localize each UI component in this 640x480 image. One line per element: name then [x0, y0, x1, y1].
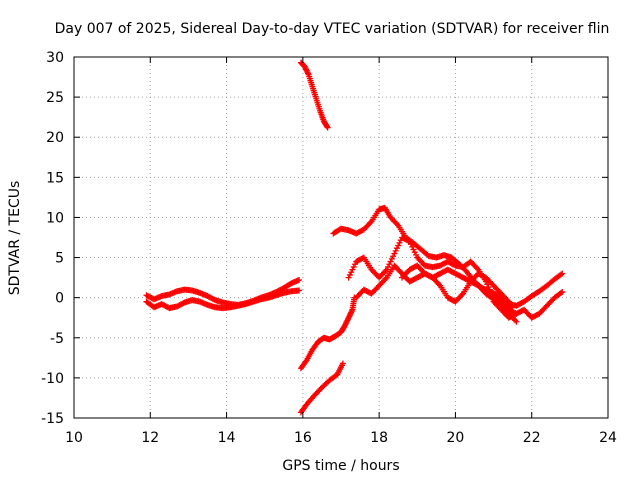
- grid: [74, 57, 608, 418]
- data-point-interp: [410, 246, 417, 253]
- data-point: [296, 287, 303, 294]
- data-point-interp: [512, 317, 519, 324]
- y-axis-label: SDTVAR / TECUs: [7, 181, 23, 296]
- data-point: [559, 289, 566, 296]
- x-tick-label: 10: [65, 430, 83, 446]
- data-point-interp: [395, 242, 402, 249]
- data-point-interp: [386, 261, 393, 268]
- series-arc-21-22: [482, 270, 566, 309]
- y-tick-label: -10: [41, 371, 64, 387]
- data-point: [345, 274, 352, 281]
- series-arc-16-mid: [297, 294, 358, 372]
- data-point: [296, 277, 303, 284]
- data-point-interp: [435, 281, 442, 288]
- plot-area: [143, 59, 566, 416]
- y-tick-label: -5: [50, 331, 64, 347]
- data-point-interp: [388, 255, 395, 262]
- series-arc-16-high: [297, 59, 331, 131]
- series-arc-21-22-low: [490, 289, 566, 321]
- y-tick-label: 0: [55, 291, 64, 307]
- data-point-interp: [387, 258, 394, 265]
- data-point-interp: [302, 358, 309, 365]
- y-tick-label: 5: [55, 251, 64, 267]
- x-tick-label: 16: [294, 430, 312, 446]
- x-tick-label: 12: [141, 430, 159, 446]
- x-tick-label: 18: [370, 430, 388, 446]
- data-point-interp: [405, 237, 412, 244]
- plot-frame: [73, 56, 609, 419]
- data-point: [406, 238, 413, 245]
- chart-title: Day 007 of 2025, Sidereal Day-to-day VTE…: [55, 21, 610, 37]
- y-tick-label: 30: [46, 50, 64, 66]
- x-tick-label: 24: [599, 430, 617, 446]
- y-tick-label: 20: [46, 130, 64, 146]
- data-point-interp: [393, 245, 400, 252]
- data-point-interp: [396, 239, 403, 246]
- data-point-interp: [350, 263, 357, 270]
- data-point-interp: [349, 266, 356, 273]
- data-point-interp: [382, 267, 389, 274]
- data-point: [324, 124, 331, 131]
- data-point: [339, 360, 346, 367]
- data-point-interp: [351, 261, 358, 268]
- data-point-interp: [413, 251, 420, 258]
- data-point: [559, 270, 566, 277]
- y-tick-label: 25: [46, 90, 64, 106]
- data-point-interp: [393, 221, 400, 228]
- data-point-interp: [367, 219, 374, 226]
- y-tick-label: 15: [46, 170, 64, 186]
- x-tick-label: 20: [447, 430, 465, 446]
- y-tick-label: 10: [46, 210, 64, 226]
- x-axis-label: GPS time / hours: [282, 458, 399, 474]
- series-arc-17-lower: [353, 262, 512, 305]
- data-point-interp: [474, 265, 481, 272]
- data-point: [391, 250, 398, 257]
- data-point-interp: [390, 253, 397, 260]
- data-point-interp: [392, 247, 399, 254]
- data-point: [383, 266, 390, 273]
- data-point-interp: [557, 289, 564, 296]
- x-tick-label: 22: [523, 430, 541, 446]
- data-point-interp: [382, 275, 389, 282]
- data-point-interp: [346, 271, 353, 278]
- data-point-interp: [458, 291, 465, 298]
- data-point-interp: [409, 243, 416, 250]
- series-arc-16-low: [297, 360, 346, 416]
- x-tick-label: 14: [218, 430, 236, 446]
- data-point-interp: [348, 269, 355, 276]
- data-point-interp: [385, 263, 392, 270]
- data-point-interp: [411, 249, 418, 256]
- data-point-interp: [407, 241, 414, 248]
- axes: 10 12 14 16 18 20 22 24 -15 -10 -5 0 5 10 15 20 25 30: [41, 50, 617, 446]
- data-point-interp: [557, 271, 564, 278]
- y-tick-label: -15: [41, 411, 64, 427]
- series-arc-main-lower: [143, 287, 303, 312]
- data-point: [513, 318, 520, 325]
